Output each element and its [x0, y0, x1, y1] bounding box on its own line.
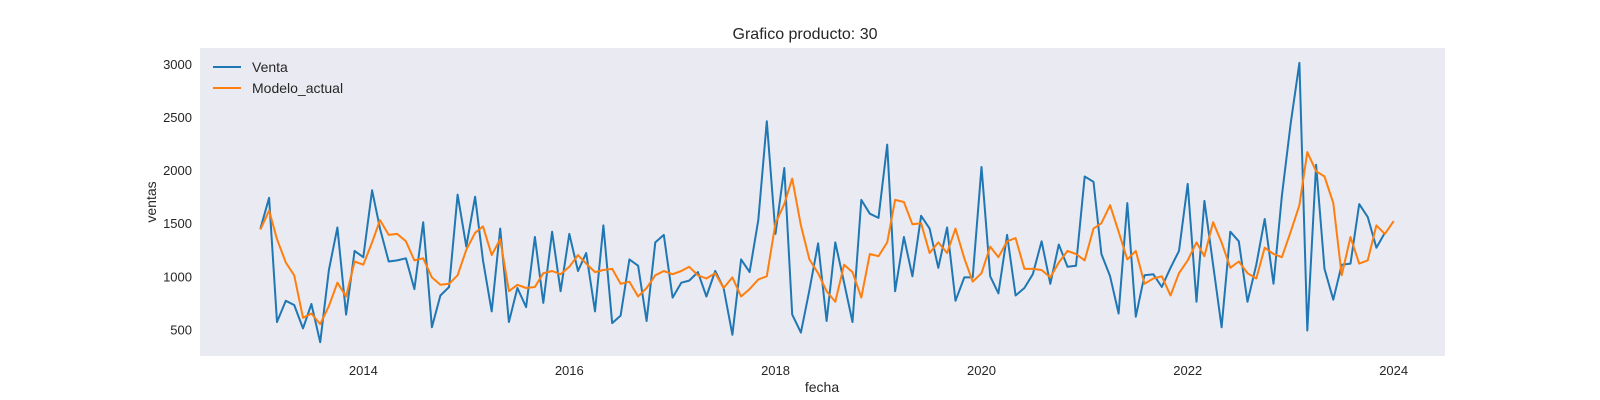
- y-tick-label: 1500: [163, 216, 192, 231]
- series-layer: [259, 61, 1395, 344]
- x-axis-label: fecha: [805, 379, 839, 395]
- y-tick-labels: 500 1000 1500 2000 2500 3000: [163, 57, 192, 338]
- x-tick-label: 2018: [761, 363, 790, 378]
- x-tick-label: 2020: [967, 363, 996, 378]
- legend: Venta Modelo_actual: [213, 59, 343, 96]
- y-tick-label: 2500: [163, 110, 192, 125]
- series-line-modelo-actual: [259, 151, 1395, 326]
- x-tick-labels: 2014 2016 2018 2020 2022 2024: [349, 363, 1408, 378]
- y-tick-label: 2000: [163, 163, 192, 178]
- y-tick-label: 1000: [163, 269, 192, 284]
- y-tick-label: 500: [170, 322, 192, 337]
- y-tick-label: 3000: [163, 57, 192, 72]
- x-tick-label: 2024: [1379, 363, 1408, 378]
- x-tick-label: 2016: [555, 363, 584, 378]
- legend-label-venta: Venta: [252, 59, 288, 75]
- chart-title: Grafico producto: 30: [733, 26, 878, 43]
- y-axis-label: ventas: [143, 181, 159, 222]
- x-tick-label: 2022: [1173, 363, 1202, 378]
- x-tick-label: 2014: [349, 363, 378, 378]
- legend-label-modelo-actual: Modelo_actual: [252, 80, 343, 96]
- plot-area: [200, 48, 1445, 356]
